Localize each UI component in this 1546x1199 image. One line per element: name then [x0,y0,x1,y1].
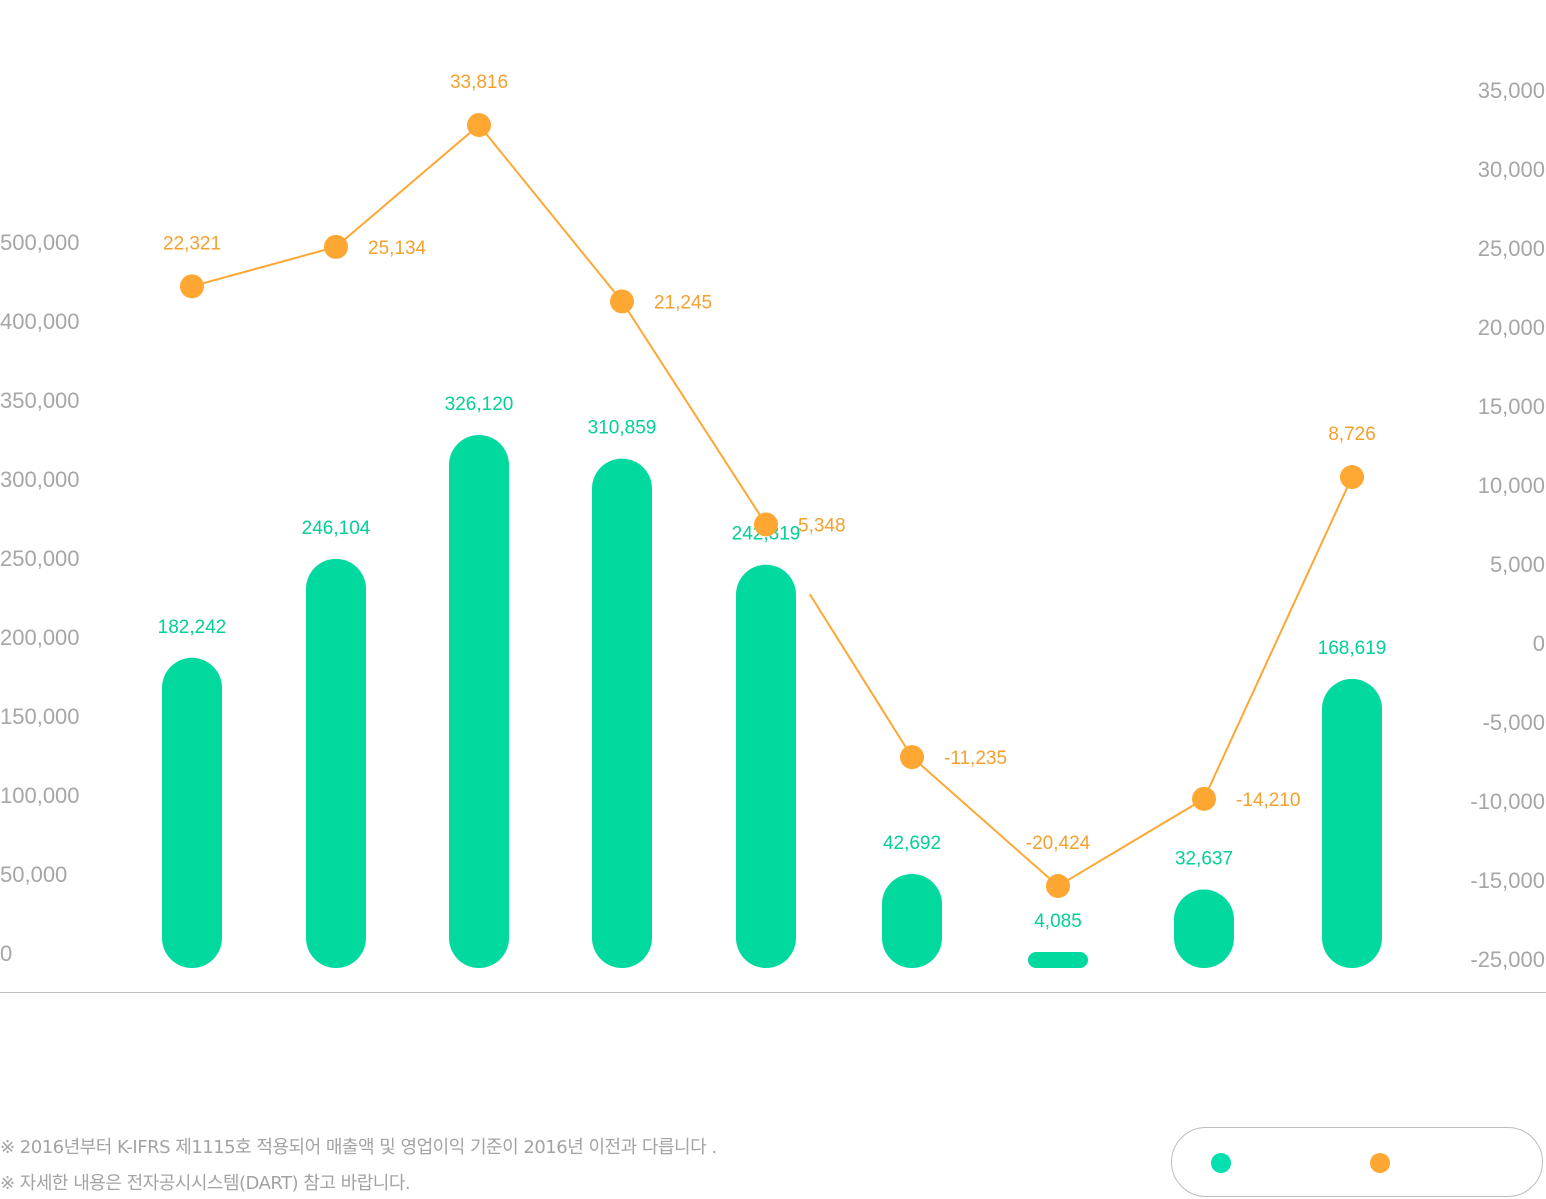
line-segment [478,124,623,303]
line-segment [1203,476,1353,800]
left-axis-tick: 100,000 [0,783,80,808]
left-axis-tick: 500,000 [0,230,80,255]
bar [449,434,509,968]
bar [1174,889,1234,968]
right-axis-tick: -5,000 [1483,710,1545,735]
line-label: 5,348 [798,515,846,536]
right-axis-tick: 20,000 [1478,315,1545,340]
line-point [324,234,348,259]
right-axis-tick: 10,000 [1478,473,1545,498]
right-axis-tick: -15,000 [1470,868,1545,893]
line-label: 25,134 [368,238,427,259]
line-point [610,289,634,314]
footnote-1: ※ 2016년부터 K-IFRS 제1115호 적용되어 매출액 및 영업이익 … [0,1137,717,1158]
line-label: -20,424 [1026,833,1091,854]
left-axis-tick: 300,000 [0,467,80,492]
bar-label: 310,859 [588,418,657,439]
line-segment [1057,798,1205,887]
bar [1322,678,1382,968]
line-point [1046,874,1070,899]
bar [882,873,942,968]
right-axis-tick: -25,000 [1470,947,1545,972]
left-axis-tick: 200,000 [0,625,80,650]
left-axis-tick: 50,000 [0,862,67,887]
bar-label: 246,104 [302,518,371,539]
line-label: -14,210 [1236,790,1300,811]
bar-label: 42,692 [883,833,941,854]
legend-line-dot-icon [1370,1153,1390,1173]
line-segment [191,245,337,288]
right-axis-tick: 15,000 [1478,394,1545,419]
legend-bar-dot-icon [1211,1153,1231,1173]
right-axis-tick: 0 [1533,631,1545,656]
bar-label: 182,242 [158,617,227,638]
bar [306,558,366,968]
line-label: 22,321 [163,233,221,254]
left-axis-tick: 350,000 [0,388,80,413]
bar-label: 4,085 [1034,911,1082,932]
bar-label: 32,637 [1175,849,1233,870]
right-axis-tick: 30,000 [1478,157,1545,182]
bar-label: 168,619 [1318,638,1387,659]
right-axis-tick: -10,000 [1470,789,1545,814]
line-point [1192,786,1216,811]
left-axis-tick: 150,000 [0,704,80,729]
line-label: 21,245 [654,292,712,313]
line-label: -11,235 [944,748,1007,769]
line-segment [621,300,767,526]
line-point [1340,465,1364,490]
right-axis-tick: 5,000 [1490,552,1545,577]
bar [592,458,652,968]
line-point [180,274,204,299]
footnote-2: ※ 자세한 내용은 전자공시시스템(DART) 참고 바랍니다. [0,1173,411,1194]
line-point [900,745,924,770]
line-point [467,113,491,138]
right-axis-tick: 35,000 [1478,78,1545,103]
right-axis-tick: 25,000 [1478,236,1545,261]
line-label: 8,726 [1328,424,1376,445]
bar-label: 326,120 [445,394,514,415]
left-axis-tick: 400,000 [0,309,80,334]
left-axis-tick: 250,000 [0,546,80,571]
line-segment [335,124,480,248]
line-point [754,512,778,537]
legend [1171,1127,1543,1197]
left-axis-tick: 0 [0,941,12,966]
line-label: 33,816 [450,72,508,93]
line-segment [911,756,1059,887]
bar [162,657,222,968]
bar [736,564,796,968]
bar [1028,952,1088,968]
line-segment [808,593,913,758]
